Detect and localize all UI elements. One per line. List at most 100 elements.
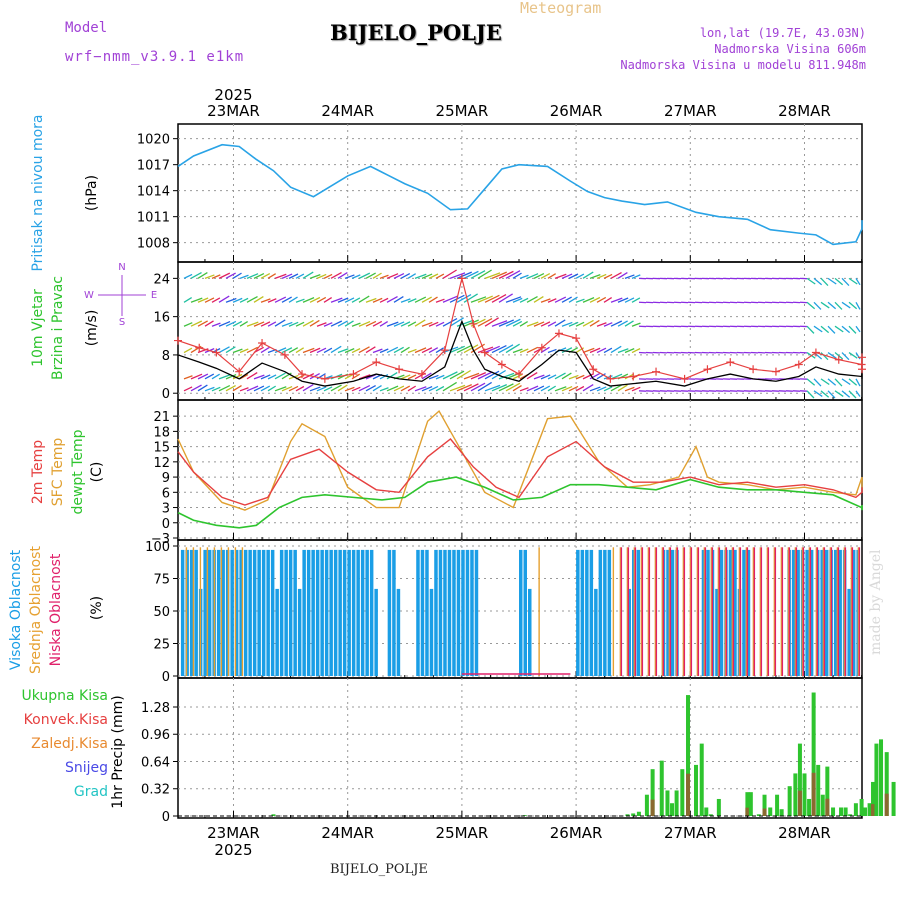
wind-barb <box>491 320 508 327</box>
wind-barb <box>526 321 539 327</box>
wind-barb <box>456 344 472 354</box>
wind-barb <box>358 320 371 327</box>
cloud-bar-mid <box>836 547 839 676</box>
cloud-bar-low <box>683 547 686 676</box>
wind-gust-marker <box>480 348 489 357</box>
wind-barb <box>512 320 523 327</box>
wind-barb <box>365 297 377 303</box>
wind-barb <box>491 383 507 392</box>
cloud-bar-mid <box>538 547 540 676</box>
cloud-bar-mid <box>654 547 657 676</box>
wind-barb <box>309 386 321 392</box>
cloud-bar-mid <box>850 547 853 676</box>
wind-barb <box>806 277 816 285</box>
cloud-bar-mid <box>773 547 776 676</box>
wind-barb <box>617 348 629 354</box>
wind-barb <box>288 273 299 279</box>
wind-axis-title: 10m Vjetar <box>30 289 46 367</box>
wind-barb <box>225 384 236 392</box>
cloud-bar-high <box>392 549 396 676</box>
wind-barb <box>428 296 438 303</box>
pressure-line <box>177 143 863 246</box>
wind-barb <box>477 317 493 327</box>
wind-barb <box>820 390 830 398</box>
cloud-bar-mid <box>710 547 713 676</box>
wind-barb <box>393 321 405 327</box>
cloud-bar-mid <box>843 547 846 676</box>
year-label-top: 2025 <box>214 86 252 104</box>
wind-barb <box>596 322 607 327</box>
cloud-bar-mid <box>612 547 615 676</box>
precip-bar <box>825 766 830 816</box>
cloud-bar-high <box>585 549 589 676</box>
wind-barb <box>344 348 355 354</box>
wind-barb <box>281 385 293 392</box>
y-tick-label: 0 <box>162 387 170 402</box>
precip-bar <box>674 790 679 816</box>
wind-barb <box>554 273 567 279</box>
date-label-bottom: 24MAR <box>321 824 374 842</box>
cloud-bar-high <box>603 549 607 676</box>
wind-barb <box>484 384 501 392</box>
wind-barb <box>512 348 523 354</box>
wind-barb <box>211 322 221 327</box>
wind-barb <box>456 320 473 327</box>
precip-conv-bar <box>811 772 816 816</box>
wind-barb <box>568 296 578 303</box>
wind-barb <box>239 320 249 327</box>
precip-bar <box>631 813 636 816</box>
wind-barb <box>281 273 293 279</box>
wind-barb <box>316 273 327 279</box>
wind-barb <box>295 273 305 279</box>
wind-barb <box>330 345 342 354</box>
cloud-bar-high <box>598 549 603 676</box>
wind-barb <box>582 271 594 279</box>
date-label-bottom: 26MAR <box>550 824 603 842</box>
cloud-bar-high <box>266 549 270 676</box>
wind-barb <box>232 385 242 392</box>
wind-barb <box>197 384 208 392</box>
wind-barb <box>848 390 857 399</box>
wind-barb <box>589 319 600 327</box>
wind-barb <box>211 386 221 392</box>
wind-barb <box>281 296 292 303</box>
wind-barb <box>498 372 515 380</box>
wind-barb <box>428 385 439 392</box>
precip-conv-bar <box>650 799 655 816</box>
wind-barb <box>624 274 635 279</box>
wind-barb <box>407 321 417 327</box>
cloud-bar-high <box>820 549 824 676</box>
cloud-bar-low <box>711 547 714 676</box>
wind-barb <box>316 322 327 327</box>
cloud-bar-mid <box>752 547 755 676</box>
wind-barb <box>512 385 522 392</box>
wind-barb <box>498 319 514 327</box>
wind-barb <box>463 319 479 327</box>
wind-barb <box>372 348 383 354</box>
pressure-axis-title: Pritisak na nivou mora <box>30 114 46 271</box>
precip-bar <box>863 807 868 816</box>
precip-bar <box>848 814 853 816</box>
wind-barb <box>302 319 314 327</box>
cloud-bar-low <box>788 547 791 676</box>
pressure-unit-label: (hPa) <box>84 175 100 211</box>
wind-barb <box>568 385 579 392</box>
wind-barb <box>302 373 315 380</box>
compass-east-label: E <box>151 290 157 301</box>
cloud-bar-high <box>333 549 338 676</box>
cloud-bar-low <box>725 547 728 676</box>
wind-barb <box>589 347 601 354</box>
wind-barb <box>624 386 635 392</box>
cloud-bar-high <box>293 549 297 676</box>
wind-barb <box>239 348 249 354</box>
wind-barb <box>267 374 277 380</box>
wind-barb <box>575 385 585 392</box>
wind-barb <box>337 320 348 327</box>
cloud-bar-high <box>796 549 800 676</box>
cloud-bar-mid <box>185 547 188 676</box>
wind-barb <box>288 321 299 327</box>
temp-sfc-line <box>177 409 863 511</box>
wind-barb <box>274 273 287 279</box>
wind-barb <box>337 297 349 303</box>
cloud-bar-high <box>284 549 288 676</box>
